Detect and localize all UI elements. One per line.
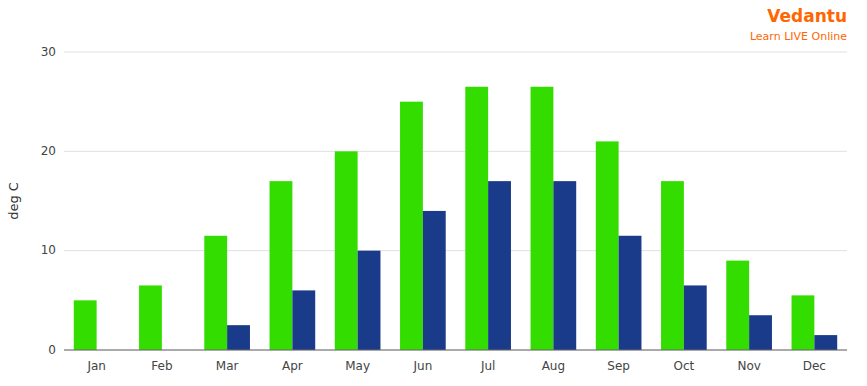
bar xyxy=(292,290,315,350)
bar xyxy=(335,151,358,350)
bar xyxy=(139,285,162,350)
bar xyxy=(684,285,707,350)
bar xyxy=(227,325,250,350)
bar xyxy=(619,236,642,350)
y-axis-label: deg C xyxy=(6,182,21,220)
subtitle: Learn LIVE Online xyxy=(750,30,847,43)
bar xyxy=(553,181,576,350)
x-tick-label: Jul xyxy=(480,359,495,373)
x-tick-label: May xyxy=(345,359,370,373)
bar xyxy=(661,181,684,350)
y-tick-label: 20 xyxy=(41,144,56,158)
bar xyxy=(531,87,554,350)
grid-line xyxy=(64,52,847,53)
page: {"chart_data": {"type": "bar", "title": … xyxy=(0,0,867,386)
bars xyxy=(74,87,837,350)
chart-svg: 0 10 20 30 Jan Feb Mar Apr May Jun Jul Aug Sep Oct Nov… xyxy=(0,0,867,386)
bar xyxy=(465,87,488,350)
y-tick-label: 10 xyxy=(41,243,56,257)
y-grid xyxy=(64,52,847,350)
bar xyxy=(792,295,815,350)
bar xyxy=(423,211,446,350)
grid-line xyxy=(64,250,847,251)
bar xyxy=(726,261,749,350)
chart-container: 0 10 20 30 Jan Feb Mar Apr May Jun Jul Aug Sep Oct Nov… xyxy=(0,0,867,386)
x-ticks: Jan Feb Mar Apr May Jun Jul Aug Sep Oct Nov Dec xyxy=(86,359,826,373)
x-tick-label: Mar xyxy=(216,359,239,373)
x-tick-label: Sep xyxy=(607,359,630,373)
y-ticks: 0 10 20 30 xyxy=(41,45,56,357)
x-tick-label: Dec xyxy=(803,359,826,373)
y-tick-label: 30 xyxy=(41,45,56,59)
bar xyxy=(270,181,293,350)
x-tick-label: Jun xyxy=(413,359,433,373)
x-tick-label: Feb xyxy=(151,359,172,373)
x-tick-label: Aug xyxy=(542,359,565,373)
bar xyxy=(74,300,97,350)
grid-line xyxy=(64,151,847,152)
bar xyxy=(749,315,772,350)
bar xyxy=(358,251,381,350)
x-tick-label: Nov xyxy=(737,359,760,373)
x-axis-line xyxy=(64,350,847,351)
bar xyxy=(488,181,511,350)
title: Vedantu xyxy=(767,6,847,26)
bar xyxy=(400,102,423,350)
x-tick-label: Jan xyxy=(86,359,106,373)
bar xyxy=(814,335,837,350)
bar xyxy=(596,141,619,350)
x-tick-label: Apr xyxy=(282,359,303,373)
grid-line xyxy=(64,350,847,351)
bar xyxy=(204,236,227,350)
x-tick-label: Oct xyxy=(674,359,695,373)
y-tick-label: 0 xyxy=(48,343,56,357)
